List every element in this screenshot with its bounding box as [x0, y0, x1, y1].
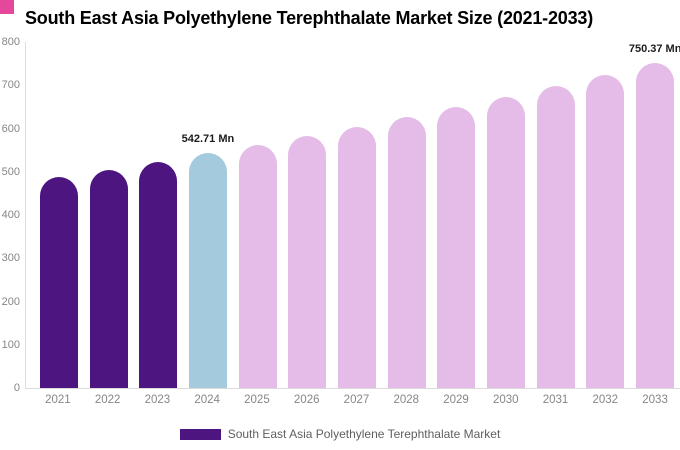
x-tick-label: 2029 [443, 394, 469, 406]
bar-band [332, 42, 382, 388]
bar-2032 [586, 74, 625, 388]
value-label-2024: 542.71 Mn [181, 133, 235, 146]
legend-label: South East Asia Polyethylene Terephthala… [227, 427, 501, 441]
plot-area: 542.71 Mn 750.37 Mn [25, 42, 680, 389]
bar-band [84, 42, 134, 388]
bars-container: 542.71 Mn 750.37 Mn [34, 42, 680, 388]
legend-swatch [179, 428, 221, 440]
bar-2026 [288, 135, 327, 388]
y-tick-label: 500 [1, 165, 20, 178]
bar-2033 [636, 63, 675, 388]
bar-2030 [487, 96, 526, 388]
y-axis: 0 100 200 300 400 500 600 700 800 [0, 36, 20, 394]
bar-band [34, 42, 84, 388]
bar-band [581, 42, 631, 388]
y-tick-label: 100 [1, 338, 20, 351]
x-tick-label: 2032 [592, 394, 619, 406]
y-tick-label: 700 [1, 79, 20, 92]
x-tick-label: 2021 [45, 394, 71, 406]
corner-accent-square [0, 0, 14, 14]
bar-band [432, 42, 482, 388]
y-tick-label: 600 [1, 122, 20, 135]
bar-2025 [238, 144, 277, 388]
bar-2031 [536, 86, 575, 388]
x-tick-label: 2030 [492, 394, 519, 406]
x-tick-label: 2031 [542, 394, 569, 406]
bar-band [531, 42, 581, 388]
bar-2029 [437, 106, 476, 388]
y-tick-label: 0 [13, 382, 20, 394]
x-tick-label: 2028 [393, 394, 420, 406]
x-axis-labels: 2021 2022 2023 2024 2025 2026 2027 2028 2029 2030… [33, 394, 680, 406]
bar-2028 [387, 116, 426, 388]
x-tick-label: 2023 [144, 394, 171, 406]
bar-band [233, 42, 283, 388]
y-tick-label: 200 [1, 295, 20, 308]
bar-band [133, 42, 183, 388]
bar-2024 [188, 153, 227, 388]
x-tick-label: 2033 [642, 394, 668, 406]
chart-title: South East Asia Polyethylene Terephthala… [25, 8, 594, 28]
value-label-2033: 750.37 Mn [628, 43, 680, 56]
bar-2027 [337, 126, 376, 388]
bar-band [481, 42, 531, 388]
x-tick-label: 2027 [343, 394, 370, 406]
y-tick-label: 300 [1, 252, 20, 265]
bar-band [382, 42, 432, 388]
x-tick-label: 2024 [194, 394, 220, 406]
bar-2023 [139, 161, 178, 388]
bar-2021 [39, 177, 78, 388]
x-tick-label: 2026 [293, 394, 320, 406]
x-tick-label: 2025 [244, 394, 270, 406]
y-tick-label: 400 [1, 209, 20, 221]
bar-band [630, 42, 680, 388]
bar-2022 [89, 169, 128, 388]
y-tick-label: 800 [1, 36, 20, 48]
bar-band [183, 42, 233, 388]
legend: South East Asia Polyethylene Terephthala… [0, 426, 680, 442]
bar-band [282, 42, 332, 388]
x-tick-label: 2022 [94, 394, 121, 406]
